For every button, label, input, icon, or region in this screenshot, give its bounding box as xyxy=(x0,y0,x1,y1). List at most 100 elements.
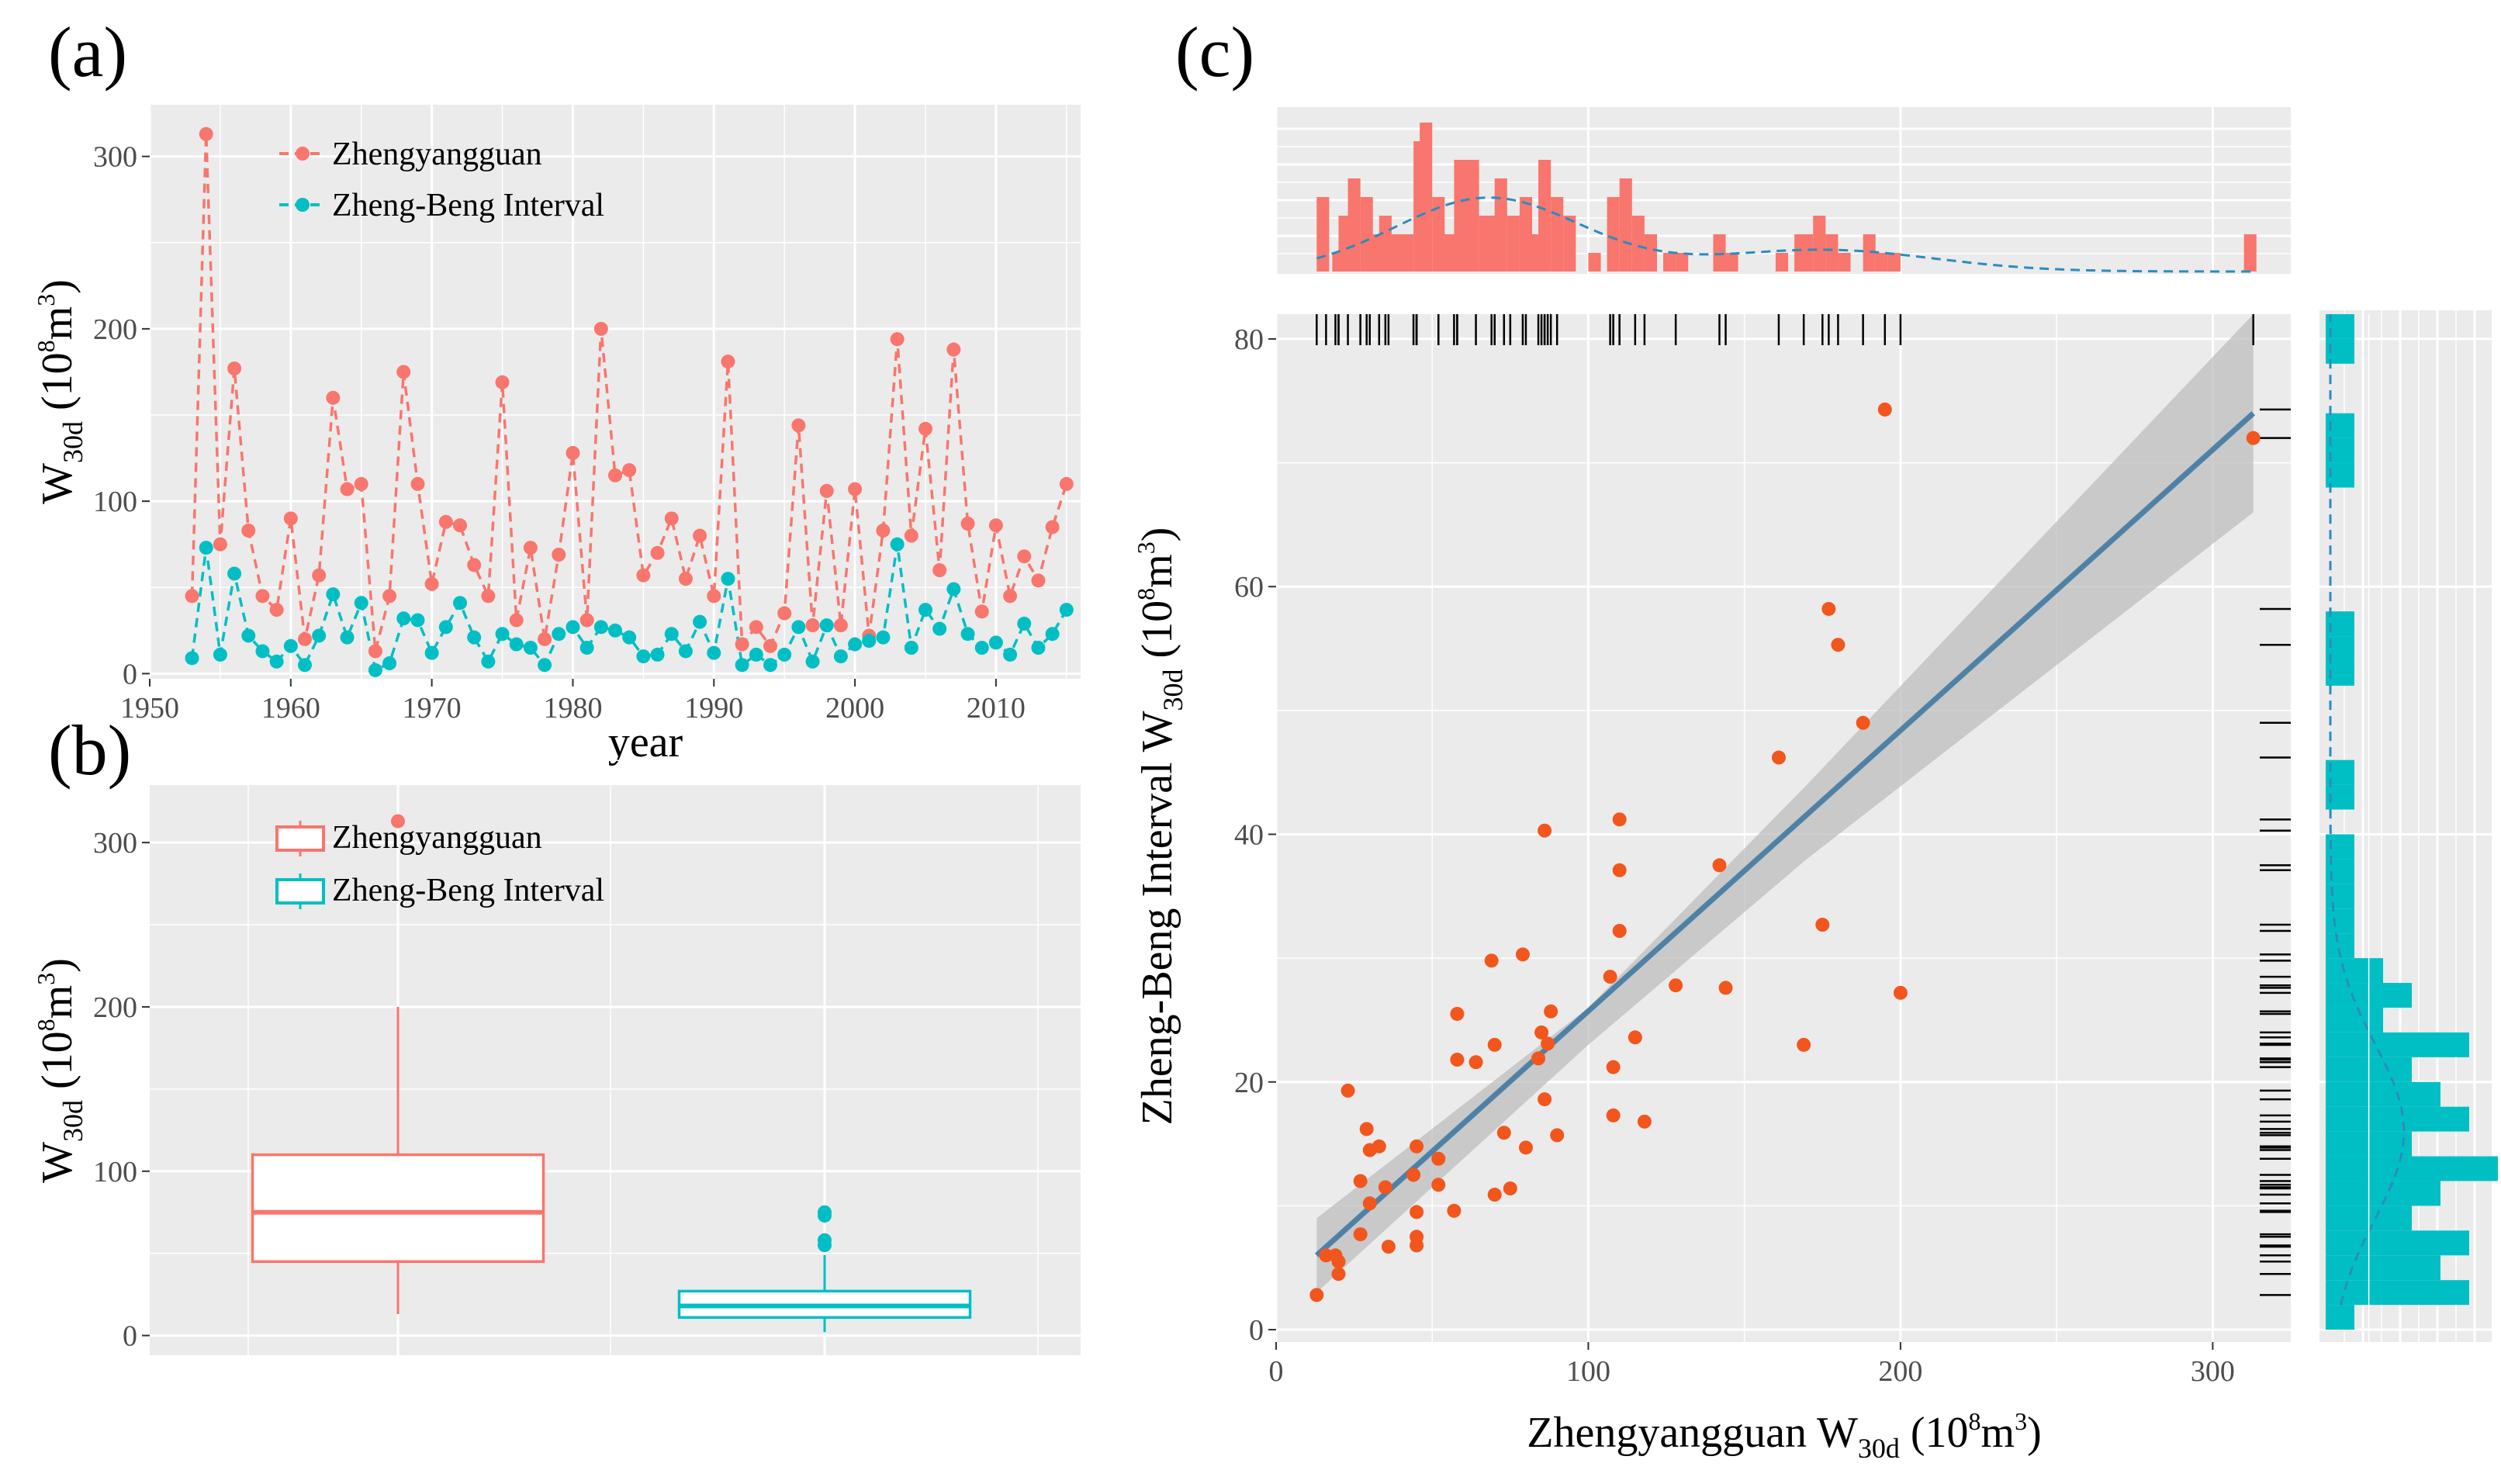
scatter-point xyxy=(1331,1254,1346,1269)
point-beng xyxy=(707,645,721,660)
panel-b-boxes xyxy=(251,814,972,1333)
scatter-point xyxy=(1893,985,1908,1000)
top-hist-bar xyxy=(1619,178,1632,272)
point-zheng xyxy=(382,589,397,604)
scatter-point xyxy=(1856,715,1870,730)
scatter-point xyxy=(1484,953,1499,968)
scatter-point xyxy=(1669,978,1683,993)
scatter-point xyxy=(1637,1114,1652,1129)
point-beng xyxy=(523,641,538,655)
outlier-beng xyxy=(818,1233,832,1247)
top-hist-bar xyxy=(1454,160,1467,272)
point-beng xyxy=(354,596,368,611)
top-hist-bar xyxy=(2243,234,2257,272)
scatter-point xyxy=(1606,1108,1621,1123)
point-beng xyxy=(1003,647,1018,662)
scatter-point xyxy=(1718,981,1733,995)
point-zheng xyxy=(1031,573,1046,588)
right-hist-bar xyxy=(2326,1106,2469,1132)
y-tick-label: 0 xyxy=(123,1320,137,1353)
point-zheng xyxy=(805,618,820,633)
top-histogram-bars xyxy=(1316,123,2257,272)
panel-a-background xyxy=(150,105,1081,679)
point-zheng xyxy=(593,321,608,336)
svg-text:Zhengyangguan W30d (108m3): Zhengyangguan W30d (108m3) xyxy=(1527,1407,2042,1464)
panel-b-legend: Zhengyangguan Zheng-Beng Interval xyxy=(275,820,604,909)
scatter-point xyxy=(1518,1140,1533,1155)
point-zheng xyxy=(481,589,496,604)
scatter-points xyxy=(1309,402,2261,1302)
scatter-point xyxy=(1353,1174,1368,1188)
point-zheng xyxy=(890,332,905,347)
scatter-point xyxy=(1531,1051,1546,1066)
x-tick-label: 300 xyxy=(2191,1355,2235,1388)
point-zheng xyxy=(552,548,566,562)
point-beng xyxy=(932,621,947,636)
x-tick-label: 1980 xyxy=(543,692,602,725)
point-zheng xyxy=(946,342,961,357)
scatter-point xyxy=(1538,1092,1552,1107)
scatter-point xyxy=(1612,924,1627,938)
point-beng xyxy=(593,620,608,635)
top-hist-bar xyxy=(1663,253,1676,272)
scatter-point xyxy=(1771,750,1786,765)
x-tick-label: 1990 xyxy=(684,692,743,725)
top-hist-bar xyxy=(1506,216,1520,272)
point-beng xyxy=(946,582,961,597)
scatter-point xyxy=(1468,1055,1483,1070)
svg-text:Zheng-Beng Interval W30d (108m: Zheng-Beng Interval W30d (108m3) xyxy=(1132,528,1188,1126)
panel-a-y-axis-label: W30d (108m3) xyxy=(32,279,88,504)
right-hist-bar xyxy=(2326,1156,2498,1181)
right-hist-bar xyxy=(2326,1305,2354,1330)
scatter-point xyxy=(1431,1151,1446,1166)
point-zheng xyxy=(763,638,777,653)
top-hist-bar xyxy=(1813,216,1826,272)
point-zheng xyxy=(424,576,439,591)
y-tick-label: 0 xyxy=(1249,1314,1264,1347)
top-hist-bar xyxy=(1388,234,1401,272)
box-zheng xyxy=(251,1153,545,1264)
top-hist-bar xyxy=(1316,197,1330,272)
point-beng xyxy=(283,638,298,653)
point-beng xyxy=(862,634,877,649)
point-zheng xyxy=(1045,520,1060,534)
point-beng xyxy=(269,654,284,669)
point-beng xyxy=(213,647,227,662)
scatter-point xyxy=(1831,638,1845,652)
scatter-point xyxy=(1821,601,1836,616)
x-tick-label: 2000 xyxy=(825,692,884,725)
scatter-point xyxy=(1712,858,1727,873)
top-hist-bar xyxy=(1801,234,1814,272)
y-tick-label: 40 xyxy=(1234,818,1264,851)
point-zheng xyxy=(467,558,482,572)
scatter-point xyxy=(1815,918,1830,932)
point-zheng xyxy=(819,483,834,498)
top-density-curve xyxy=(1316,196,2254,273)
point-beng xyxy=(890,537,905,552)
panel-c: (c) 0 100 200 300 0 20 40 60 80 Zheng-Beng Inter… xyxy=(1132,12,2498,1464)
panel-b: (b) 0 100 200 300 Zhengyangguan Zheng-Beng … xyxy=(32,711,1081,1355)
outlier-zheng xyxy=(391,814,405,828)
panel-label-b: (b) xyxy=(48,711,131,790)
point-beng xyxy=(735,658,749,673)
point-beng xyxy=(326,587,341,602)
point-beng xyxy=(833,649,848,664)
point-zheng xyxy=(579,613,594,628)
point-zheng xyxy=(664,511,679,526)
point-beng xyxy=(566,620,580,635)
point-zheng xyxy=(538,631,552,646)
point-beng xyxy=(538,658,552,673)
point-beng xyxy=(1059,603,1074,617)
point-zheng xyxy=(721,355,735,369)
point-zheng xyxy=(833,618,848,633)
point-beng xyxy=(763,658,777,673)
scatter-point xyxy=(1628,1030,1642,1045)
x-tick-label: 1970 xyxy=(403,692,462,725)
scatter-point xyxy=(1410,1139,1424,1154)
point-beng xyxy=(579,641,594,655)
point-zheng xyxy=(283,511,298,526)
point-zheng xyxy=(368,644,382,659)
panel-a: (a) 1950 1960 1970 1980 1990 2000 2010 0 100 200 3… xyxy=(32,12,1081,766)
y-tick-label: 20 xyxy=(1234,1067,1264,1099)
point-zheng xyxy=(1003,589,1018,604)
